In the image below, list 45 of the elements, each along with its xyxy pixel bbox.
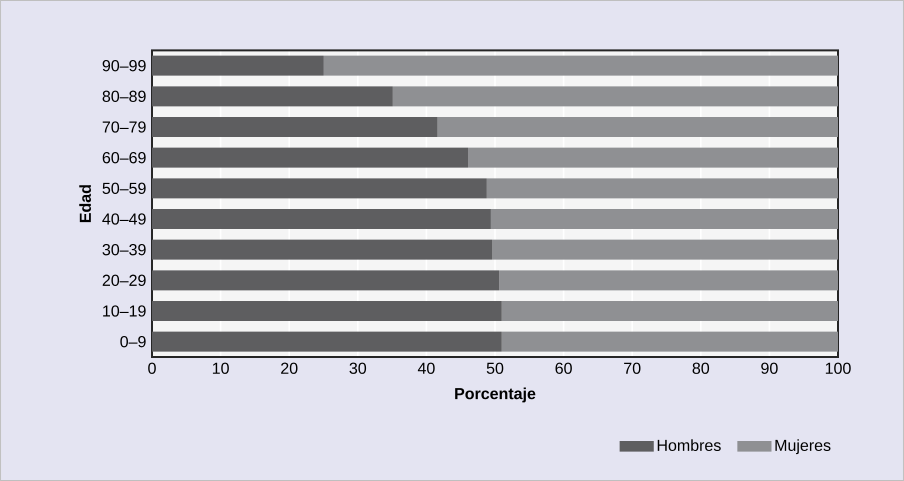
y-tick-label: 20–29 [102, 274, 146, 286]
legend-label: Mujeres [775, 439, 830, 454]
bar [324, 56, 838, 76]
bar [499, 270, 838, 290]
y-tick-label: 60–69 [102, 152, 146, 164]
bar [152, 178, 487, 198]
x-tick-label: 60 [556, 362, 572, 374]
bar [152, 300, 502, 321]
x-tick-label: 70 [624, 362, 640, 374]
bar [152, 86, 393, 106]
y-tick-label: 70–79 [102, 121, 146, 133]
bar [152, 148, 468, 168]
y-tick-label: 30–39 [102, 244, 146, 256]
bar [492, 240, 838, 260]
x-tick-label: 10 [212, 362, 229, 374]
y-tick-label: 80–89 [102, 90, 146, 102]
y-tick-label: 0–9 [120, 336, 146, 348]
bar [502, 300, 838, 321]
x-tick-label: 0 [148, 362, 156, 374]
bar [490, 208, 838, 229]
bar [152, 270, 500, 290]
bar [437, 116, 838, 137]
x-tick-label: 30 [350, 362, 366, 374]
y-tick-label: 40–49 [102, 213, 146, 225]
bar [468, 148, 838, 168]
y-tick-label: 10–19 [103, 305, 146, 317]
x-tick-label: 50 [486, 362, 504, 374]
bar [392, 86, 838, 106]
bar [152, 116, 438, 137]
y-tick-label: 90–99 [102, 60, 146, 72]
y-axis-title: Edad [79, 185, 91, 222]
bar [152, 208, 491, 229]
x-tick-label: 80 [692, 362, 710, 374]
x-tick-label: 90 [761, 362, 778, 374]
x-tick-label: 40 [418, 362, 435, 374]
bar [152, 332, 502, 352]
bar [152, 240, 492, 260]
legend-label: Hombres [658, 439, 721, 451]
bar [502, 332, 838, 352]
x-tick-label: 20 [281, 362, 298, 374]
x-axis-title: Porcentaje [455, 388, 536, 402]
x-tick-label: 100 [826, 362, 851, 374]
bar [486, 178, 838, 198]
y-tick-label: 50–59 [102, 182, 146, 194]
bar [152, 56, 324, 76]
